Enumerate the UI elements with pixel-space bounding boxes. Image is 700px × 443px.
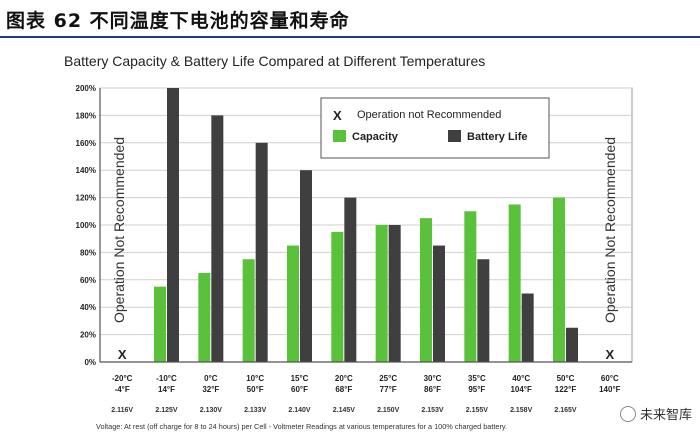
- y-tick-label: 60%: [80, 276, 96, 285]
- y-tick-label: 140%: [76, 166, 96, 175]
- capacity-bar: [242, 259, 255, 362]
- capacity-bar: [198, 272, 211, 362]
- voltage-label: 2.125V: [155, 407, 178, 414]
- battery-life-bar: [300, 170, 312, 362]
- voltage-label: 2.140V: [288, 407, 311, 414]
- x-tick-celsius: 40°C: [512, 374, 530, 383]
- legend-swatch-battery-life: [448, 130, 461, 142]
- voltage-label: 2.133V: [244, 407, 267, 414]
- x-tick-celsius: 50°C: [557, 374, 575, 383]
- legend-label-capacity: Capacity: [352, 131, 399, 143]
- y-tick-label: 160%: [76, 139, 96, 148]
- voltage-label: 2.130V: [200, 407, 223, 414]
- x-tick-fahrenheit: 122°F: [555, 385, 577, 394]
- x-tick-fahrenheit: 77°F: [380, 385, 397, 394]
- battery-life-bar: [433, 245, 445, 362]
- voltage-label: 2.150V: [377, 407, 400, 414]
- x-tick-celsius: 0°C: [204, 374, 218, 383]
- capacity-bar: [287, 245, 299, 362]
- capacity-bar: [420, 218, 432, 362]
- figure-title: 图表 62 不同温度下电池的容量和寿命: [6, 10, 350, 32]
- x-tick-celsius: 10°C: [246, 374, 264, 383]
- legend-label-not-recommended: Operation not Recommended: [357, 109, 501, 121]
- voltage-label: 2.158V: [510, 407, 533, 414]
- battery-life-bar: [167, 88, 179, 362]
- title-rule: [0, 36, 700, 38]
- voltage-label: 2.116V: [111, 407, 133, 414]
- voltage-label: 2.153V: [421, 407, 444, 414]
- watermark-text: 未来智库: [639, 408, 692, 423]
- y-tick-label: 200%: [76, 84, 96, 93]
- plot-area: 0% 20% 40% 60% 80% 100% 120% 140% 160% 180% 200% -2…: [76, 84, 633, 414]
- x-tick-fahrenheit: 104°F: [510, 385, 532, 394]
- x-tick-celsius: -10°C: [156, 374, 177, 383]
- not-recommended-label: Operation Not Recommended: [111, 137, 127, 323]
- watermark: 未来智库: [619, 404, 692, 423]
- x-tick-celsius: 30°C: [424, 374, 442, 383]
- capacity-bar: [154, 286, 166, 362]
- not-recommended-marker: X: [605, 347, 614, 362]
- battery-life-bar: [388, 225, 401, 362]
- x-tick-fahrenheit: 50°F: [247, 385, 264, 394]
- capacity-bar: [464, 211, 477, 362]
- y-tick-label: 120%: [76, 194, 96, 203]
- not-recommended-marker: X: [118, 347, 127, 362]
- x-tick-celsius: 25°C: [379, 374, 397, 383]
- footnote: Voltage: At rest (off charge for 8 to 24…: [96, 422, 507, 431]
- x-tick-fahrenheit: 86°F: [424, 385, 441, 394]
- watermark-icon: [619, 405, 636, 422]
- y-tick-label: 180%: [76, 111, 96, 120]
- y-tick-label: 100%: [76, 221, 96, 230]
- x-tick-celsius: 15°C: [291, 374, 309, 383]
- legend-label-battery-life: Battery Life: [467, 131, 528, 143]
- voltage-label: 2.165V: [554, 407, 577, 414]
- x-tick-fahrenheit: 32°F: [202, 385, 219, 394]
- y-tick-label: 20%: [80, 331, 96, 340]
- chart-title: Battery Capacity & Battery Life Compared…: [64, 53, 485, 69]
- x-tick-fahrenheit: -4°F: [115, 385, 130, 394]
- x-tick-celsius: 35°C: [468, 374, 486, 383]
- legend-x-marker: X: [333, 108, 342, 123]
- voltage-label: 2.145V: [333, 407, 356, 414]
- capacity-bar: [331, 231, 344, 362]
- battery-life-bar: [255, 142, 268, 362]
- battery-life-bar: [211, 115, 224, 363]
- battery-life-bar: [477, 259, 490, 362]
- y-tick-label: 80%: [80, 248, 96, 257]
- x-tick-fahrenheit: 140°F: [599, 385, 621, 394]
- x-tick-celsius: 60°C: [601, 374, 619, 383]
- capacity-bar: [553, 197, 565, 362]
- legend-box: [320, 97, 550, 159]
- not-recommended-label: Operation Not Recommended: [602, 137, 618, 323]
- x-tick-celsius: -20°C: [112, 374, 133, 383]
- x-tick-fahrenheit: 60°F: [291, 385, 308, 394]
- battery-life-bar: [344, 197, 357, 362]
- capacity-bar: [375, 225, 388, 362]
- x-tick-fahrenheit: 95°F: [468, 385, 485, 394]
- x-tick-fahrenheit: 14°F: [158, 385, 175, 394]
- x-tick-celsius: 20°C: [335, 374, 353, 383]
- battery-life-bar: [566, 327, 578, 362]
- y-tick-label: 0%: [84, 358, 96, 367]
- x-tick-fahrenheit: 68°F: [335, 385, 352, 394]
- battery-life-bar: [521, 293, 534, 362]
- legend-swatch-capacity: [333, 130, 346, 142]
- capacity-bar: [508, 204, 521, 362]
- y-tick-label: 40%: [80, 303, 96, 312]
- voltage-label: 2.155V: [466, 407, 489, 414]
